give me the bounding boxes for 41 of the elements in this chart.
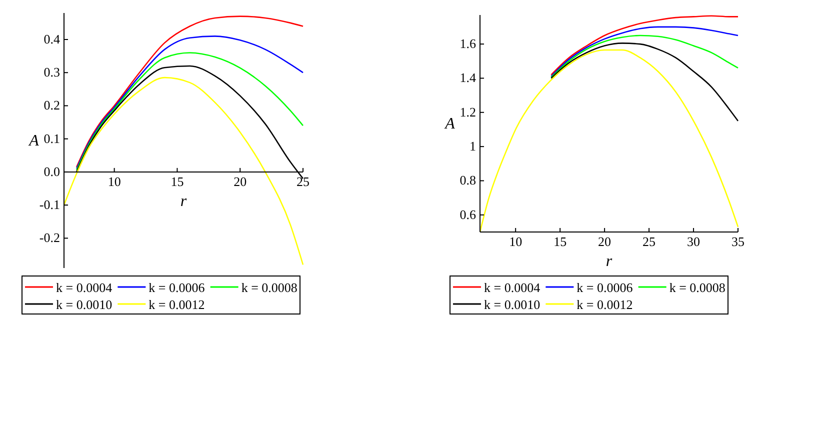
x-tick-label: 30 <box>687 234 700 249</box>
x-tick-label: 35 <box>732 234 744 249</box>
legend-label: k = 0.0012 <box>148 297 205 312</box>
y-axis-title: A <box>444 116 456 132</box>
y-tick-label: 1.2 <box>460 104 476 120</box>
y-tick-label: -0.1 <box>39 197 60 212</box>
legend-label: k = 0.0004 <box>484 280 541 295</box>
x-tick-label: 10 <box>108 174 121 189</box>
x-tick-label: 25 <box>296 174 310 189</box>
line-series <box>550 34 739 78</box>
y-tick-label: 1.6 <box>460 36 476 52</box>
y-tick-label: -0.2 <box>39 230 60 246</box>
legend-label: k = 0.0008 <box>669 280 726 295</box>
x-tick-label: 20 <box>234 174 247 189</box>
legend-label: k = 0.0010 <box>484 297 540 312</box>
y-tick-label: 0.6 <box>460 206 476 222</box>
legend-label: k = 0.0008 <box>241 280 298 295</box>
y-tick-label: 0.3 <box>44 64 60 80</box>
y-tick-label: 1.4 <box>460 70 476 86</box>
legend-label: k = 0.0010 <box>56 297 112 312</box>
x-tick-label: 10 <box>509 234 522 249</box>
line-series <box>550 15 739 76</box>
y-axis-title: A <box>28 132 40 150</box>
line-series <box>550 26 739 78</box>
x-tick-label: 15 <box>170 174 184 189</box>
x-tick-label: 15 <box>554 234 567 249</box>
y-tick-label: 0.8 <box>460 172 476 188</box>
line-series <box>550 42 739 122</box>
x-axis-title: r <box>606 253 613 270</box>
y-tick-label: 0.4 <box>44 31 60 46</box>
legend-label: k = 0.0012 <box>576 297 633 312</box>
y-tick-label: 0.0 <box>44 164 60 179</box>
x-tick-label: 20 <box>598 234 612 249</box>
y-tick-label: 0.1 <box>44 130 60 146</box>
legend-label: k = 0.0006 <box>148 280 206 295</box>
y-tick-label: 1 <box>470 138 476 154</box>
x-axis-title: r <box>180 192 188 210</box>
y-tick-label: 0.2 <box>44 98 60 113</box>
x-tick-label: 25 <box>642 234 656 249</box>
legend-label: k = 0.0004 <box>56 280 113 295</box>
legend-label: k = 0.0006 <box>576 280 634 295</box>
